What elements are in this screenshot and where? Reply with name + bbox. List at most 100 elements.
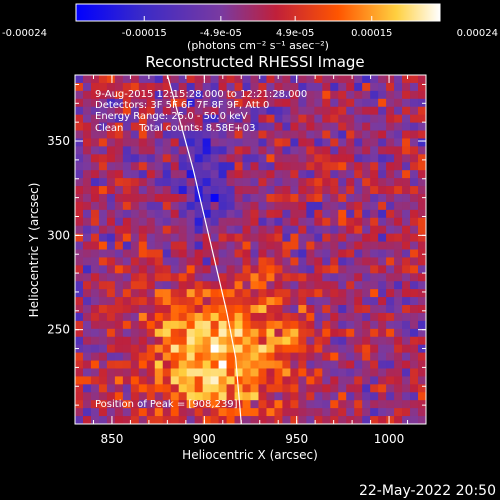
- heatmap-cell: [266, 209, 275, 219]
- heatmap-cell: [266, 90, 275, 100]
- heatmap-cell: [234, 225, 243, 235]
- heatmap-cell: [378, 352, 387, 361]
- heatmap-cell: [354, 241, 363, 250]
- heatmap-cell: [282, 90, 291, 100]
- heatmap-cell: [410, 146, 419, 155]
- heatmap-cell: [250, 265, 259, 274]
- heatmap-cell: [386, 344, 395, 354]
- heatmap-cell: [170, 75, 180, 84]
- heatmap-cell: [330, 170, 339, 179]
- y-axis-label: Heliocentric Y (arcsec): [27, 183, 41, 318]
- heatmap-cell: [242, 138, 251, 147]
- heatmap-cell: [82, 400, 92, 409]
- heatmap-cell: [178, 376, 188, 385]
- heatmap-cell: [170, 217, 180, 227]
- heatmap-cell: [90, 265, 100, 274]
- heatmap-cell: [258, 297, 267, 306]
- heatmap-cell: [226, 368, 235, 377]
- heatmap-cell: [82, 265, 92, 274]
- heatmap-cell: [82, 209, 92, 219]
- heatmap-cell: [90, 257, 100, 266]
- heatmap-cell: [218, 241, 227, 250]
- colorbar-tick-label: 4.9e-05: [276, 28, 314, 39]
- heatmap-cell: [258, 416, 267, 425]
- heatmap-cell: [402, 209, 411, 219]
- heatmap-cell: [354, 297, 363, 306]
- heatmap-cell: [234, 209, 243, 219]
- heatmap-cell: [410, 297, 419, 306]
- heatmap-cell: [354, 233, 363, 242]
- heatmap-cell: [330, 75, 339, 84]
- heatmap-cell: [402, 241, 411, 250]
- heatmap-cell: [362, 312, 371, 322]
- heatmap-cell: [274, 75, 283, 84]
- heatmap-cell: [218, 257, 227, 266]
- heatmap-cell: [266, 122, 275, 131]
- heatmap-cell: [154, 90, 164, 100]
- heatmap-cell: [370, 130, 379, 139]
- heatmap-cell: [122, 368, 132, 377]
- heatmap-cell: [122, 82, 132, 92]
- heatmap-cell: [298, 138, 307, 147]
- heatmap-cell: [234, 257, 243, 266]
- heatmap-cell: [162, 328, 172, 338]
- heatmap-cell: [170, 186, 180, 195]
- heatmap-cell: [202, 416, 212, 425]
- heatmap-cell: [186, 400, 196, 409]
- heatmap-cell: [330, 193, 339, 203]
- heatmap-cell: [226, 178, 235, 187]
- heatmap-cell: [210, 170, 219, 179]
- heatmap-cell: [210, 416, 219, 425]
- heatmap-cell: [362, 416, 371, 425]
- heatmap-cell: [130, 320, 140, 330]
- heatmap-cell: [362, 98, 371, 108]
- heatmap-cell: [410, 90, 419, 100]
- heatmap-cell: [138, 265, 148, 274]
- heatmap-cell: [274, 257, 283, 266]
- heatmap-cell: [90, 305, 100, 314]
- heatmap-cell: [258, 90, 267, 100]
- heatmap-cell: [138, 138, 148, 147]
- heatmap-cell: [282, 297, 291, 306]
- heatmap-cell: [154, 328, 164, 338]
- peak-position-label: Position of Peak = [908,239]: [95, 399, 238, 410]
- heatmap-cell: [130, 416, 140, 425]
- heatmap-cell: [298, 297, 307, 306]
- heatmap-cell: [258, 193, 267, 203]
- heatmap-cell: [266, 265, 275, 274]
- heatmap-cell: [178, 122, 188, 131]
- heatmap-cell: [290, 170, 299, 179]
- heatmap-cell: [402, 257, 411, 266]
- heatmap-cell: [138, 217, 148, 227]
- heatmap-cell: [306, 368, 315, 377]
- heatmap-cell: [346, 114, 355, 123]
- heatmap-cell: [266, 392, 275, 401]
- heatmap-cell: [138, 376, 148, 385]
- heatmap-cell: [314, 162, 323, 171]
- heatmap-cell: [186, 170, 196, 179]
- heatmap-cell: [386, 416, 395, 425]
- heatmap-cell: [346, 273, 355, 282]
- heatmap-cell: [354, 360, 363, 369]
- heatmap-cell: [410, 98, 419, 108]
- heatmap-cell: [370, 90, 379, 100]
- heatmap-cell: [122, 114, 132, 123]
- heatmap-cell: [146, 138, 156, 147]
- heatmap-cell: [362, 297, 371, 306]
- heatmap-cell: [314, 384, 323, 393]
- heatmap-cell: [210, 344, 219, 354]
- heatmap-cell: [75, 154, 84, 163]
- heatmap-cell: [194, 162, 204, 171]
- heatmap-cell: [146, 360, 156, 369]
- heatmap-cell: [194, 241, 204, 250]
- annotation-detectors: Detectors: 3F 5F 6F 7F 8F 9F, Att 0: [95, 100, 269, 111]
- heatmap-cell: [114, 193, 124, 203]
- heatmap-cell: [282, 273, 291, 282]
- heatmap-cell: [130, 265, 140, 274]
- heatmap-cell: [362, 328, 371, 338]
- heatmap-cell: [354, 146, 363, 155]
- heatmap-cell: [410, 75, 419, 84]
- heatmap-cell: [410, 217, 419, 227]
- heatmap-cell: [314, 75, 323, 84]
- heatmap-cell: [322, 376, 331, 385]
